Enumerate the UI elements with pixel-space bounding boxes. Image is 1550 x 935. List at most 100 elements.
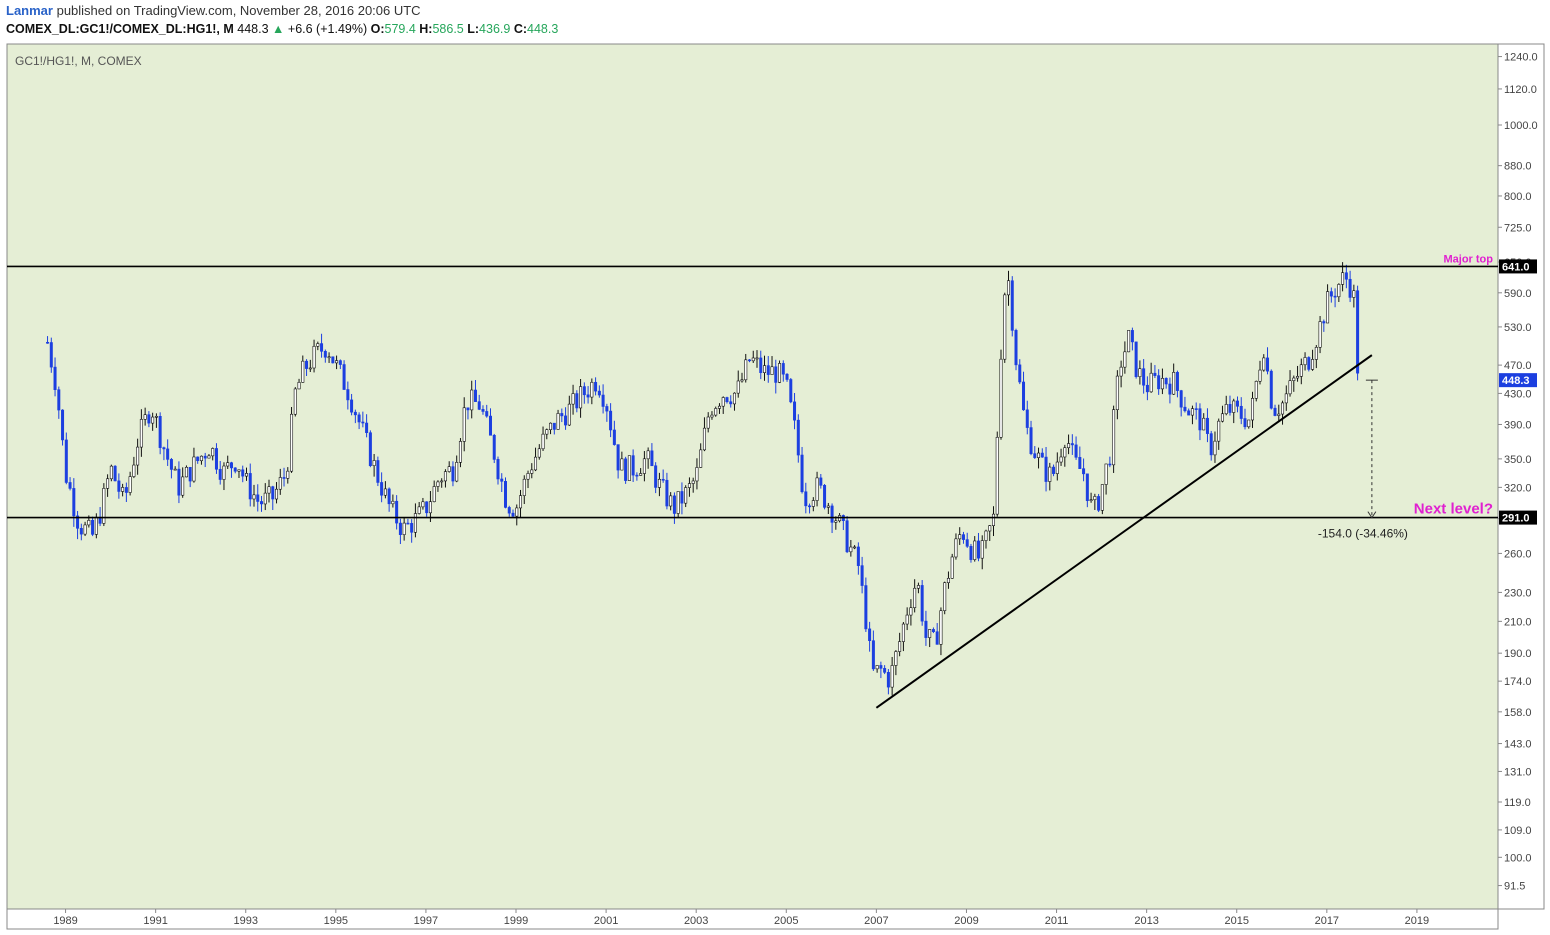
candle-body <box>1262 357 1266 371</box>
candle-body <box>1078 457 1082 469</box>
time-axis[interactable] <box>6 908 1499 930</box>
candle-body <box>1337 284 1341 298</box>
candle-body <box>293 388 297 415</box>
candle-body <box>1010 280 1014 331</box>
candle-body <box>1085 473 1089 501</box>
candle-body <box>642 458 646 474</box>
candle-body <box>905 614 909 625</box>
candle-body <box>706 416 710 429</box>
candle-body <box>94 516 98 535</box>
candle-body <box>481 409 485 412</box>
candle-body <box>132 464 136 477</box>
candle-body <box>417 506 421 514</box>
level-price-badge <box>1499 259 1537 274</box>
candle-body <box>91 520 95 535</box>
candle-body <box>383 488 387 496</box>
candle-body <box>1247 419 1251 428</box>
candle-body <box>950 556 954 579</box>
candle-body <box>507 507 511 514</box>
candle-body <box>1344 272 1348 280</box>
candle-body <box>440 480 444 483</box>
candle-body <box>241 469 245 477</box>
candle-body <box>49 342 53 368</box>
candle-body <box>1322 321 1326 324</box>
candle-body <box>79 528 83 535</box>
candle-body <box>226 462 230 467</box>
y-tick-label: 119.0 <box>1504 797 1531 809</box>
y-tick-label: 174.0 <box>1504 676 1532 688</box>
candle-body <box>661 478 665 481</box>
trendline[interactable] <box>875 354 1373 709</box>
candle-body <box>252 494 256 500</box>
candle-body <box>1348 278 1352 298</box>
candle-body <box>1318 321 1322 348</box>
candle-body <box>320 343 324 352</box>
candle-body <box>763 365 767 373</box>
candle-body <box>233 467 237 472</box>
candle-body <box>64 439 68 483</box>
candle-body <box>305 360 309 369</box>
candle-body <box>1284 393 1288 404</box>
candle-body <box>781 363 785 375</box>
candle-body <box>515 507 519 517</box>
candle-body <box>61 409 65 441</box>
candle-body <box>669 495 673 507</box>
symbol-label: COMEX_DL:GC1!/COMEX_DL:HG1!, M <box>6 22 234 36</box>
candle-body <box>860 565 864 586</box>
candle-body <box>410 523 414 533</box>
candle-body <box>976 540 980 559</box>
plot-area[interactable] <box>6 43 1499 910</box>
candle-body <box>1288 380 1292 395</box>
candle-body <box>980 540 984 559</box>
candle-body <box>1187 410 1191 416</box>
candle-body <box>68 482 72 489</box>
close-label: C: <box>513 22 528 36</box>
candle-body <box>1277 413 1281 416</box>
change-arrow-icon: ▲ <box>272 22 285 36</box>
candle-body <box>488 415 492 436</box>
candle-body <box>597 390 601 396</box>
candle-body <box>924 620 928 638</box>
candle-body <box>1303 357 1307 366</box>
candle-body <box>823 485 827 508</box>
candle-body <box>654 465 658 488</box>
candle-body <box>590 381 594 398</box>
candle-body <box>260 501 264 505</box>
candle-body <box>676 491 680 514</box>
candle-body <box>564 415 568 426</box>
candle-body <box>868 628 872 642</box>
candle-body <box>380 482 384 496</box>
candle-body <box>721 397 725 407</box>
candle-body <box>560 413 564 417</box>
candle-body <box>834 520 838 523</box>
x-tick-label: 1989 <box>53 915 77 927</box>
candle-body <box>128 476 132 493</box>
candle-body <box>139 419 143 448</box>
price-axis[interactable] <box>1497 43 1545 910</box>
candle-body <box>331 356 335 364</box>
candle-body <box>504 481 508 508</box>
candle-body <box>1033 453 1037 458</box>
candle-body <box>1209 433 1213 456</box>
candle-body <box>1228 404 1232 413</box>
candle-body <box>571 393 575 405</box>
candle-body <box>447 466 451 472</box>
measure-label: -154.0 (-34.46%) <box>1318 527 1408 541</box>
candle-body <box>1022 381 1026 411</box>
candle-body <box>263 492 267 505</box>
candle-body <box>627 455 631 481</box>
candle-body <box>984 530 988 541</box>
candle-body <box>687 483 691 488</box>
candle-body <box>1059 456 1063 463</box>
y-tick-label: 430.0 <box>1504 388 1532 400</box>
author-link[interactable]: Lanmar <box>6 3 53 18</box>
candle-body <box>154 416 158 418</box>
candle-body <box>271 486 275 500</box>
candle-body <box>586 394 590 398</box>
candle-body <box>166 448 170 460</box>
publish-info: Lanmar published on TradingView.com, Nov… <box>6 3 421 18</box>
open-value: 579.4 <box>384 22 416 36</box>
candle-body <box>353 411 357 416</box>
candle-body <box>87 520 91 526</box>
